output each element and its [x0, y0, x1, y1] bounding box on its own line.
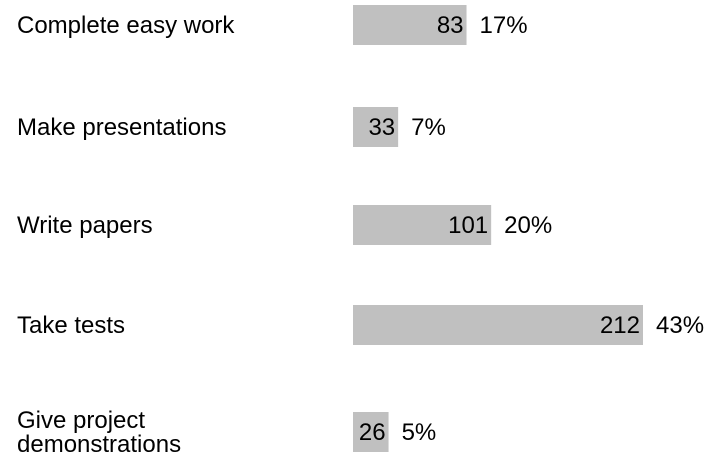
bar-value-label: 26	[359, 419, 386, 446]
percent-labels: 17% 7% 20% 43% 5%	[402, 12, 704, 446]
bar-value-label: 212	[600, 312, 640, 339]
bar-percent-label: 5%	[402, 419, 437, 446]
category-label: Complete easy work	[17, 12, 235, 39]
category-label: Write papers	[17, 212, 153, 239]
category-label: Give project demonstrations	[17, 407, 181, 455]
bar-percent-label: 20%	[504, 212, 552, 239]
bar-value-label: 33	[368, 114, 395, 141]
bar-value-label: 101	[448, 212, 488, 239]
bar	[353, 205, 492, 245]
category-label: Take tests	[17, 312, 125, 339]
category-labels: Complete easy work Make presentations Writ…	[17, 12, 235, 455]
bar-value-label: 83	[437, 12, 464, 39]
bar-percent-label: 17%	[480, 12, 528, 39]
category-label: Make presentations	[17, 114, 226, 141]
bar	[353, 305, 643, 345]
bar-percent-label: 43%	[656, 312, 704, 339]
value-labels: 83 33 101 212 26	[359, 12, 640, 446]
bar	[353, 107, 399, 147]
bars	[353, 5, 643, 452]
bar	[353, 412, 389, 452]
bar-percent-label: 7%	[411, 114, 446, 141]
bar	[353, 5, 467, 45]
